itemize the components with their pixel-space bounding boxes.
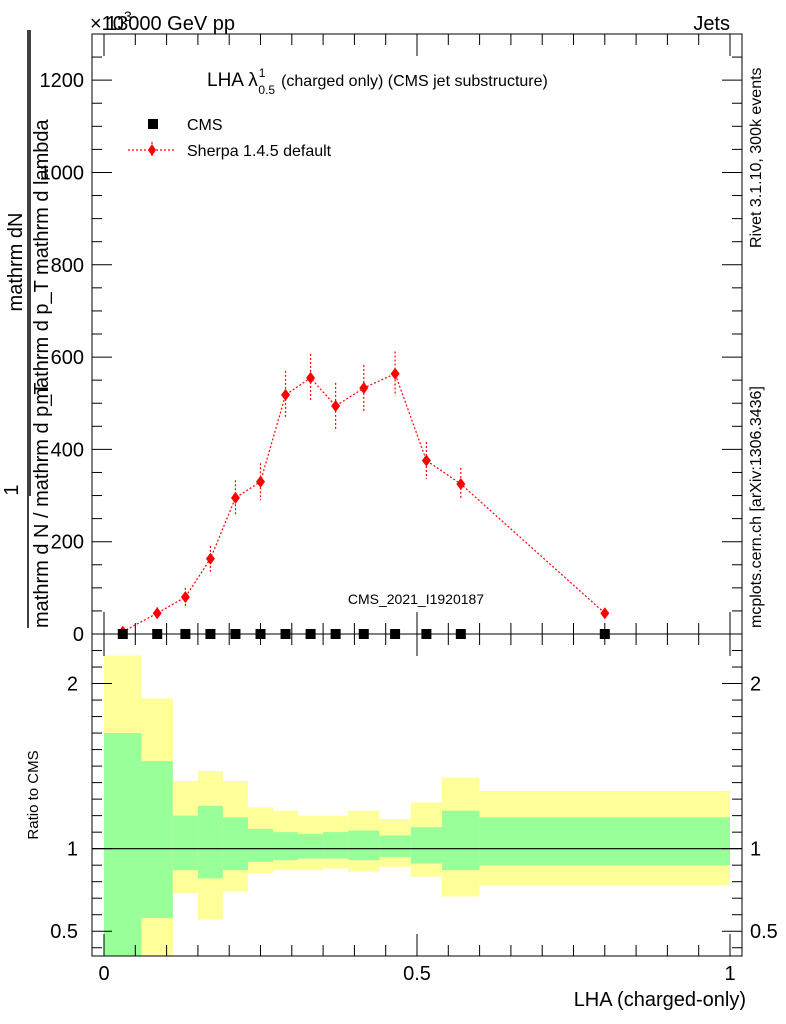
header-right: Jets	[693, 13, 730, 35]
main-ytick-label: 400	[51, 439, 84, 461]
ratio-band-inner	[410, 827, 443, 864]
ratio-band-inner	[323, 832, 349, 859]
rivet-label: Rivet 3.1.10, 300k events	[748, 67, 765, 248]
ratio-xtick-label: 0.5	[403, 963, 431, 985]
y-axis-label: mathrm dN mathrm d p_T mathrm d lambda 1…	[1, 30, 53, 628]
main-ytick-label: 600	[51, 347, 84, 369]
ratio-bands	[104, 655, 730, 956]
ratio-xtick-label: 0	[98, 963, 109, 985]
watermark: CMS_2021_I1920187	[348, 591, 484, 607]
sherpa-point	[331, 400, 341, 412]
main-ytick-label: 1200	[40, 70, 85, 92]
ratio-ytick-label: 1	[67, 839, 78, 861]
sherpa-point	[456, 478, 466, 490]
ratio-band-inner	[442, 810, 480, 871]
ratio-band-inner	[273, 832, 299, 861]
ratio-band-inner	[104, 733, 142, 956]
ylabel-numerator: mathrm dN	[5, 213, 27, 312]
sherpa-point	[205, 552, 215, 565]
legend-cms-label: CMS	[187, 117, 223, 134]
ratio-band-inner	[479, 817, 730, 866]
sherpa-point	[390, 367, 400, 380]
mcplots-label: mcplots.cern.ch [arXiv:1306.3436]	[748, 386, 765, 628]
sherpa-point	[359, 382, 369, 394]
ratio-x-ticks: 0 0.5 1	[98, 634, 736, 985]
ratio-y-axis-label: Ratio to CMS	[25, 750, 42, 839]
ratio-band-inner	[348, 830, 380, 861]
ratio-band-inner	[172, 815, 198, 871]
ylabel-prefix: 1	[1, 484, 23, 495]
main-ytick-label: 1000	[40, 162, 85, 184]
legend: CMS Sherpa 1.4.5 default	[128, 117, 332, 160]
main-y-ticks: 0 200 400 600 800 1000 1200	[40, 33, 742, 646]
ratio-band-inner	[247, 828, 274, 862]
ratio-ytick-label: 2	[67, 674, 78, 696]
ratio-ytick-label-right: 2	[750, 674, 761, 696]
ratio-y-ticks: 0.5 0.5 1 1 2 2	[50, 650, 778, 949]
legend-sherpa-label: Sherpa 1.4.5 default	[187, 143, 332, 160]
ratio-ytick-label-right: 1	[750, 839, 761, 861]
main-x-ticks	[103, 34, 731, 634]
ylabel-outer-denominator: mathrm d N / mathrm d p_T	[31, 382, 53, 628]
legend-sherpa-marker	[148, 144, 156, 156]
main-ytick-label: 800	[51, 255, 84, 277]
sherpa-point	[600, 607, 610, 620]
ratio-band-inner	[298, 833, 324, 859]
ratio-panel: 0.5 0.51 12 2 0 0.5 1 Ratio to CMS LHA (charg…	[25, 633, 778, 1011]
ratio-band-inner	[379, 835, 411, 857]
sherpa-point	[152, 607, 162, 620]
exponent-label: ×103	[90, 8, 132, 35]
sherpa-point	[180, 591, 190, 604]
main-ytick-label: 200	[51, 532, 84, 554]
sherpa-point	[421, 454, 431, 467]
ratio-band-inner	[141, 761, 173, 919]
ratio-xtick-label: 1	[724, 963, 735, 985]
ratio-band-inner	[197, 805, 223, 879]
plot-title: LHA λ1 0.5 (charged only) (CMS jet substru…	[207, 66, 548, 97]
ratio-ytick-label-right: 0.5	[750, 921, 778, 943]
x-axis-label: LHA (charged-only)	[574, 989, 746, 1011]
main-ytick-label: 0	[73, 624, 84, 646]
header-left: 13000 GeV pp	[106, 13, 235, 35]
sherpa-point	[281, 388, 291, 401]
sherpa-series	[118, 351, 610, 638]
ratio-band-inner	[222, 817, 248, 871]
sherpa-point	[230, 491, 240, 504]
ylabel-denominator: mathrm d p_T mathrm d lambda	[31, 118, 53, 404]
legend-cms-marker	[148, 119, 158, 129]
sherpa-point	[306, 371, 316, 384]
ratio-ytick-label: 0.5	[50, 921, 78, 943]
sherpa-point	[256, 475, 265, 488]
